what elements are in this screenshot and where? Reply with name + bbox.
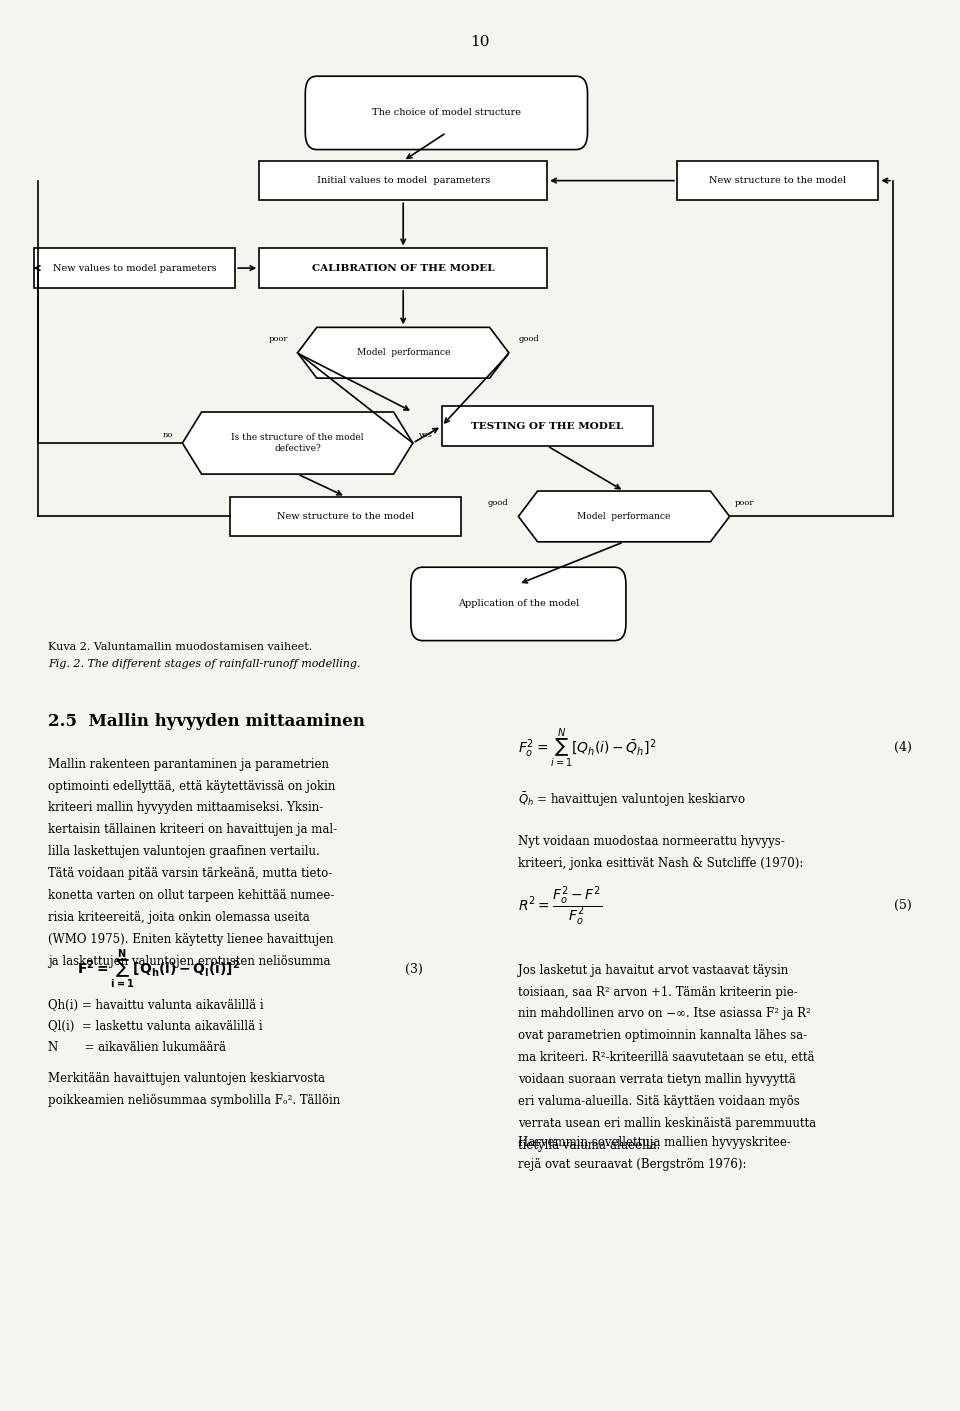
Text: yes: yes [418, 432, 431, 439]
Text: ma kriteeri. R²-kriteerillä saavutetaan se etu, että: ma kriteeri. R²-kriteerillä saavutetaan … [518, 1051, 815, 1064]
Text: Merkitään havaittujen valuntojen keskiarvosta: Merkitään havaittujen valuntojen keskiar… [48, 1072, 325, 1085]
Text: kertaisin tällainen kriteeri on havaittujen ja mal-: kertaisin tällainen kriteeri on havaittu… [48, 824, 337, 837]
Text: kriteeri, jonka esittivät Nash & Sutcliffe (1970):: kriteeri, jonka esittivät Nash & Sutclif… [518, 858, 804, 871]
Text: Nyt voidaan muodostaa normeerattu hyvyys-: Nyt voidaan muodostaa normeerattu hyvyys… [518, 835, 785, 848]
Text: N       = aikavälien lukumäärä: N = aikavälien lukumäärä [48, 1041, 226, 1054]
Text: good: good [518, 336, 540, 343]
Text: (WMO 1975). Eniten käytetty lienee havaittujen: (WMO 1975). Eniten käytetty lienee havai… [48, 933, 333, 945]
Text: Model  performance: Model performance [356, 349, 450, 357]
FancyBboxPatch shape [411, 567, 626, 641]
Text: Kuva 2. Valuntamallin muodostamisen vaiheet.: Kuva 2. Valuntamallin muodostamisen vaih… [48, 642, 312, 652]
Text: CALIBRATION OF THE MODEL: CALIBRATION OF THE MODEL [312, 264, 494, 272]
Text: nin mahdollinen arvo on −∞. Itse asiassa F² ja R²: nin mahdollinen arvo on −∞. Itse asiassa… [518, 1007, 811, 1020]
Text: risia kriteereitä, joita onkin olemassa useita: risia kriteereitä, joita onkin olemassa … [48, 912, 310, 924]
FancyBboxPatch shape [442, 406, 653, 446]
Text: good: good [488, 499, 509, 507]
Text: rejä ovat seuraavat (Bergström 1976):: rejä ovat seuraavat (Bergström 1976): [518, 1157, 747, 1171]
Text: (5): (5) [895, 899, 912, 913]
Text: Mallin rakenteen parantaminen ja parametrien: Mallin rakenteen parantaminen ja paramet… [48, 758, 329, 770]
Text: lilla laskettujen valuntojen graafinen vertailu.: lilla laskettujen valuntojen graafinen v… [48, 845, 320, 858]
FancyBboxPatch shape [677, 161, 878, 200]
FancyBboxPatch shape [305, 76, 588, 150]
Text: Harvemmin sovellettuja mallien hyvyyskritee-: Harvemmin sovellettuja mallien hyvyyskri… [518, 1136, 791, 1149]
Text: Initial values to model  parameters: Initial values to model parameters [317, 176, 490, 185]
Text: $\mathbf{F^2 = \sum_{i=1}^{N} [Q_h(i)-Q_l(i)]^2}$: $\mathbf{F^2 = \sum_{i=1}^{N} [Q_h(i)-Q_… [77, 947, 240, 992]
Text: voidaan suoraan verrata tietyn mallin hyvyyttä: voidaan suoraan verrata tietyn mallin hy… [518, 1072, 796, 1086]
FancyBboxPatch shape [259, 248, 547, 288]
Text: no: no [162, 432, 173, 439]
Text: 10: 10 [470, 35, 490, 49]
Text: poikkeamien neliösummaa symbolilla Fₒ². Tällöin: poikkeamien neliösummaa symbolilla Fₒ². … [48, 1095, 340, 1108]
Text: konetta varten on ollut tarpeen kehittää numee-: konetta varten on ollut tarpeen kehittää… [48, 889, 334, 902]
Text: Fig. 2. The different stages of rainfall-runoff modelling.: Fig. 2. The different stages of rainfall… [48, 659, 361, 669]
Polygon shape [298, 327, 509, 378]
Text: ovat parametrien optimoinnin kannalta lähes sa-: ovat parametrien optimoinnin kannalta lä… [518, 1030, 807, 1043]
Text: ja laskettujen valuntojen erotusten neliösumma: ja laskettujen valuntojen erotusten neli… [48, 955, 330, 968]
Text: $\bar{Q}_h$ = havaittujen valuntojen keskiarvo: $\bar{Q}_h$ = havaittujen valuntojen kes… [518, 790, 747, 809]
Text: The choice of model structure: The choice of model structure [372, 109, 521, 117]
Text: $F_o^2 = \sum_{i=1}^{N} [Q_h(i)-\bar{Q}_h]^2$: $F_o^2 = \sum_{i=1}^{N} [Q_h(i)-\bar{Q}_… [518, 725, 657, 770]
FancyBboxPatch shape [34, 248, 235, 288]
Text: (3): (3) [404, 962, 422, 976]
Text: Application of the model: Application of the model [458, 600, 579, 608]
Text: poor: poor [269, 336, 288, 343]
Text: tietyllä valuma-alueella.: tietyllä valuma-alueella. [518, 1139, 660, 1151]
Text: $R^2 = \dfrac{F_o^2 - F^2}{F_o^2}$: $R^2 = \dfrac{F_o^2 - F^2}{F_o^2}$ [518, 885, 603, 927]
Text: eri valuma-alueilla. Sitä käyttäen voidaan myös: eri valuma-alueilla. Sitä käyttäen voida… [518, 1095, 800, 1108]
Text: Ql(i)  = laskettu valunta aikavälillä i: Ql(i) = laskettu valunta aikavälillä i [48, 1020, 263, 1033]
Text: Jos lasketut ja havaitut arvot vastaavat täysin: Jos lasketut ja havaitut arvot vastaavat… [518, 964, 789, 976]
Text: optimointi edellyttää, että käytettävissä on jokin: optimointi edellyttää, että käytettäviss… [48, 779, 335, 793]
Text: (4): (4) [894, 741, 912, 755]
Text: Model  performance: Model performance [577, 512, 671, 521]
FancyBboxPatch shape [230, 497, 461, 536]
Text: verrata usean eri mallin keskinäistä paremmuutta: verrata usean eri mallin keskinäistä par… [518, 1118, 817, 1130]
Text: Tätä voidaan pitää varsin tärkeänä, mutta tieto-: Tätä voidaan pitää varsin tärkeänä, mutt… [48, 866, 332, 880]
Text: poor: poor [734, 499, 754, 507]
Text: New values to model parameters: New values to model parameters [53, 264, 216, 272]
Text: New structure to the model: New structure to the model [277, 512, 414, 521]
Text: kriteeri mallin hyvyyden mittaamiseksi. Yksin-: kriteeri mallin hyvyyden mittaamiseksi. … [48, 801, 324, 814]
FancyBboxPatch shape [259, 161, 547, 200]
Polygon shape [518, 491, 730, 542]
Text: TESTING OF THE MODEL: TESTING OF THE MODEL [471, 422, 623, 430]
Text: Is the structure of the model
defective?: Is the structure of the model defective? [231, 433, 364, 453]
Text: 2.5  Mallin hyvyyden mittaaminen: 2.5 Mallin hyvyyden mittaaminen [48, 713, 365, 729]
Polygon shape [182, 412, 413, 474]
Text: Qh(i) = havaittu valunta aikavälillä i: Qh(i) = havaittu valunta aikavälillä i [48, 999, 264, 1012]
Text: New structure to the model: New structure to the model [709, 176, 846, 185]
Text: toisiaan, saa R² arvon +1. Tämän kriteerin pie-: toisiaan, saa R² arvon +1. Tämän kriteer… [518, 986, 798, 999]
